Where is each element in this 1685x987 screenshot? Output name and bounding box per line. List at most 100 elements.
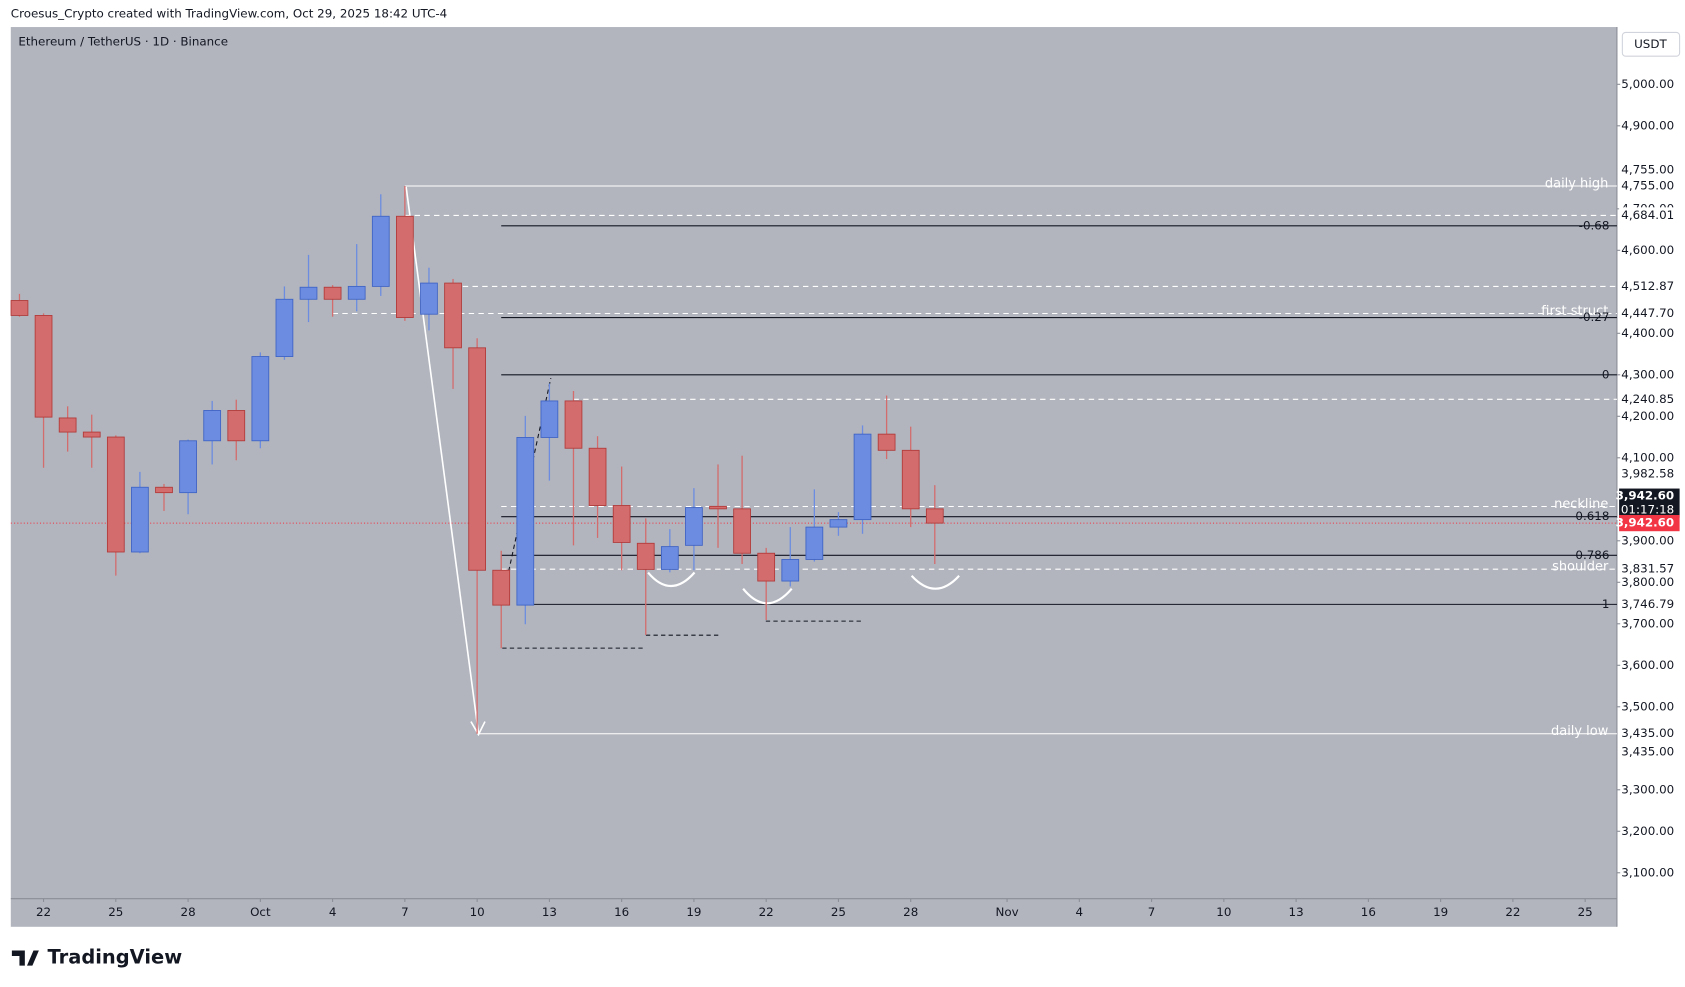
annotations	[405, 186, 960, 737]
y-tick-label: 3,300.00	[1621, 782, 1674, 796]
candle-body	[371, 215, 390, 287]
candle-body	[612, 505, 631, 543]
level-label: daily high	[1545, 176, 1608, 191]
x-tick-label: 19	[1433, 905, 1448, 919]
candle-body	[82, 431, 101, 438]
candle-body	[131, 486, 149, 553]
candle-body	[492, 569, 511, 606]
candle-body	[636, 542, 655, 570]
candle-body	[468, 347, 486, 571]
candle-body	[347, 285, 366, 300]
price-badge	[1619, 177, 1680, 195]
candle-body	[323, 286, 342, 300]
price-badge	[1619, 305, 1680, 322]
x-tick-label: 7	[401, 905, 409, 919]
y-tick-label: 3,500.00	[1621, 699, 1674, 713]
price-badge-label: 4,512.87	[1621, 279, 1674, 293]
price-badge	[1619, 207, 1680, 224]
x-tick-label: 10	[1216, 905, 1231, 919]
level-label: neckline	[1554, 497, 1608, 512]
candle-body	[106, 436, 125, 553]
x-tick-label: 22	[759, 905, 774, 919]
candle-body	[805, 526, 824, 560]
head-arc	[742, 588, 793, 605]
countdown: 01:17:18	[1621, 503, 1674, 517]
x-tick-label: 28	[181, 905, 196, 919]
price-badge	[1619, 725, 1680, 742]
x-tick-label: 7	[1148, 905, 1156, 919]
price-badge-label: 3,831.57	[1621, 562, 1674, 576]
price-badge-label: 3,435.00	[1621, 726, 1674, 740]
x-tick-label: 4	[1076, 905, 1084, 919]
level-label: -0.68	[1579, 218, 1610, 232]
candle-body	[829, 519, 848, 528]
last-price-box	[1619, 488, 1680, 518]
level-label: 0	[1602, 367, 1610, 381]
price-badge	[1619, 561, 1680, 578]
currency-button[interactable]	[1621, 31, 1681, 57]
candle-body	[251, 356, 270, 442]
candle-body	[275, 298, 294, 357]
x-tick-label: 28	[903, 905, 918, 919]
candle-body	[660, 546, 679, 570]
candle-body	[299, 286, 318, 300]
level-label: 0.618	[1575, 509, 1609, 523]
y-tick-label: 4,600.00	[1621, 243, 1674, 257]
credit: Croesus_Crypto created with TradingView.…	[11, 7, 447, 21]
time-axis	[10, 898, 1617, 927]
candle-body	[757, 552, 776, 582]
candle-body	[155, 486, 173, 494]
candle-body	[877, 433, 896, 451]
x-tick-label: 22	[1505, 905, 1520, 919]
x-tick-label: 22	[36, 905, 51, 919]
candle-body	[925, 508, 944, 524]
candle-body	[227, 410, 246, 442]
x-tick-label: 13	[1289, 905, 1304, 919]
y-tick-label: 4,100.00	[1621, 450, 1674, 464]
last-price-badge-label: 3,942.60	[1616, 516, 1675, 530]
candle-body	[420, 282, 438, 315]
logo-mark	[11, 950, 39, 966]
candle-body	[733, 508, 751, 554]
candle-body	[564, 400, 583, 449]
candle-body	[540, 400, 559, 438]
x-tick-label: 19	[686, 905, 701, 919]
price-badge	[1619, 278, 1680, 295]
price-badge-label: 3,435.00	[1621, 745, 1674, 759]
y-tick-label: 3,800.00	[1621, 575, 1674, 589]
arrow-head	[470, 721, 486, 737]
last-price-badge	[1619, 515, 1680, 532]
price-badge	[1619, 744, 1680, 761]
price-badge-label: 3,982.58	[1621, 467, 1674, 481]
drawings: daily high -0.68 first struct-0.27 0 necklin…	[10, 176, 1617, 739]
x-tick-label: 25	[108, 905, 123, 919]
shoulder-arc	[647, 571, 696, 588]
candle-body	[516, 437, 535, 606]
x-tick-label: 4	[329, 905, 337, 919]
price-badge	[1619, 161, 1680, 178]
y-tick-label: 4,300.00	[1621, 367, 1674, 381]
price-badge-label: 4,240.85	[1621, 392, 1674, 406]
y-tick-label: 3,200.00	[1621, 824, 1674, 838]
arrow	[405, 186, 480, 734]
price-badge	[1619, 391, 1680, 408]
y-tick-label: 3,900.00	[1621, 533, 1674, 547]
x-tick-label: Oct	[250, 905, 271, 919]
x-tick-label: 16	[614, 905, 629, 919]
currency-label: USDT	[1634, 37, 1667, 51]
x-tick-label: 25	[831, 905, 846, 919]
price-badge-label: 4,684.01	[1621, 208, 1674, 222]
logo: TradingView	[11, 946, 182, 969]
shoulder-arc	[910, 575, 960, 590]
y-tick-label: 4,200.00	[1621, 409, 1674, 423]
level-label: 1	[1602, 597, 1610, 611]
x-tick-label: 25	[1578, 905, 1593, 919]
y-tick-label: 3,600.00	[1621, 658, 1674, 672]
y-tick-label: 4,900.00	[1621, 118, 1674, 132]
candle-body	[901, 449, 920, 510]
candle-body	[444, 282, 462, 349]
candle-body	[396, 215, 414, 318]
y-tick-label: 4,400.00	[1621, 326, 1674, 340]
